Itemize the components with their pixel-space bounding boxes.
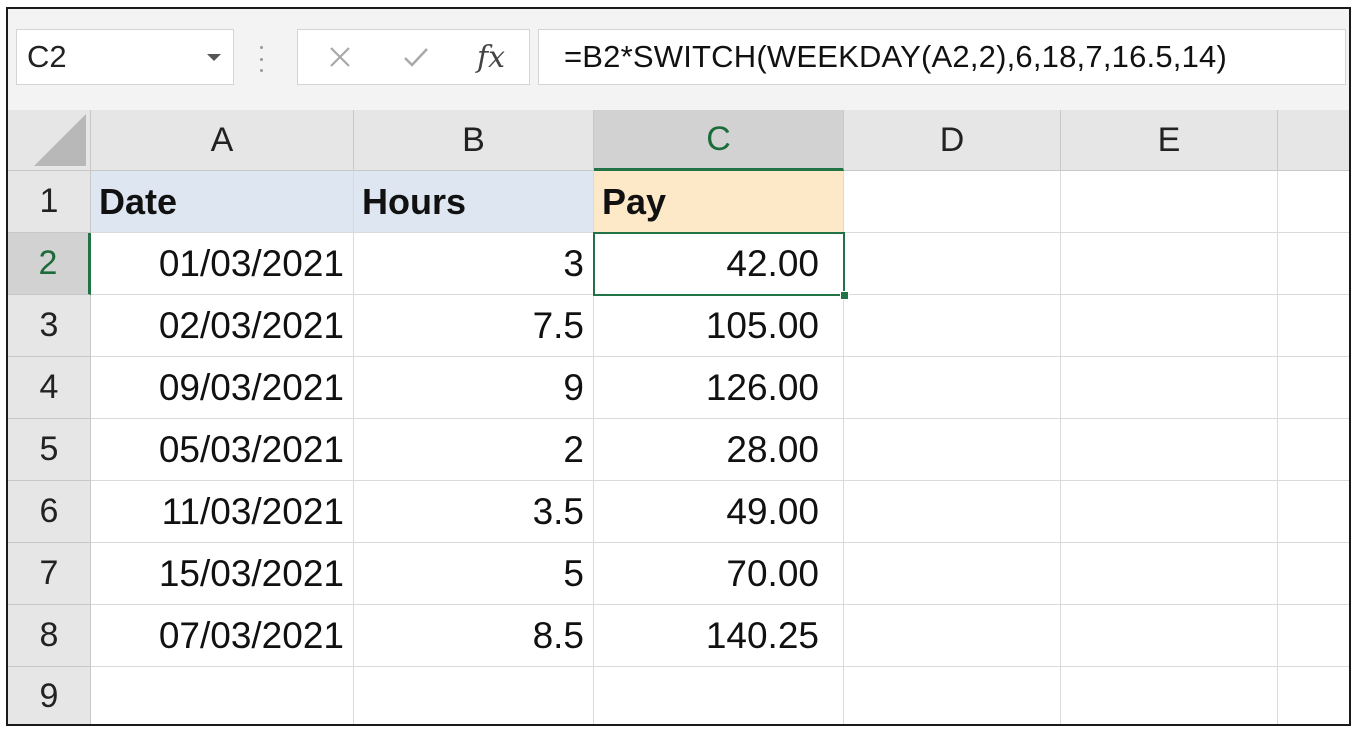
cell-e4[interactable] xyxy=(1061,357,1278,419)
row-header-5[interactable]: 5 xyxy=(8,419,91,481)
cell-a3[interactable]: 02/03/2021 xyxy=(91,295,354,357)
cell-f8[interactable] xyxy=(1278,605,1349,667)
column-header-e[interactable]: E xyxy=(1061,110,1278,171)
cell-f5[interactable] xyxy=(1278,419,1349,481)
cell-e7[interactable] xyxy=(1061,543,1278,605)
cell-a6[interactable]: 11/03/2021 xyxy=(91,481,354,543)
fx-icon: fx xyxy=(476,39,506,75)
cell-a5[interactable]: 05/03/2021 xyxy=(91,419,354,481)
column-header-c[interactable]: C xyxy=(594,110,844,171)
cell-a2[interactable]: 01/03/2021 xyxy=(91,233,354,295)
cell-a9[interactable] xyxy=(91,667,354,724)
cell-c5[interactable]: 28.00 xyxy=(594,419,844,481)
cell-b1[interactable]: Hours xyxy=(354,171,594,233)
cell-b8[interactable]: 8.5 xyxy=(354,605,594,667)
cell-a8[interactable]: 07/03/2021 xyxy=(91,605,354,667)
column-header-a[interactable]: A xyxy=(91,110,354,171)
cell-c8[interactable]: 140.25 xyxy=(594,605,844,667)
chevron-down-icon[interactable] xyxy=(207,53,221,61)
row-header-4[interactable]: 4 xyxy=(8,357,91,419)
cell-c9[interactable] xyxy=(594,667,844,724)
cell-d9[interactable] xyxy=(844,667,1061,724)
cell-b7[interactable]: 5 xyxy=(354,543,594,605)
cell-c1[interactable]: Pay xyxy=(594,171,844,233)
cell-e1[interactable] xyxy=(1061,171,1278,233)
cell-b9[interactable] xyxy=(354,667,594,724)
fill-handle[interactable] xyxy=(840,291,849,300)
drag-handle-icon[interactable] xyxy=(251,46,271,72)
cell-e5[interactable] xyxy=(1061,419,1278,481)
row-header-9[interactable]: 9 xyxy=(8,667,91,724)
formula-buttons: fx xyxy=(297,29,530,85)
cell-d4[interactable] xyxy=(844,357,1061,419)
cell-e3[interactable] xyxy=(1061,295,1278,357)
cell-a4[interactable]: 09/03/2021 xyxy=(91,357,354,419)
cell-b4[interactable]: 9 xyxy=(354,357,594,419)
name-box[interactable]: C2 xyxy=(16,29,234,85)
cell-f7[interactable] xyxy=(1278,543,1349,605)
cell-f6[interactable] xyxy=(1278,481,1349,543)
cell-b3[interactable]: 7.5 xyxy=(354,295,594,357)
cell-f2[interactable] xyxy=(1278,233,1349,295)
spreadsheet-window: C2 fx =B2*SWITCH(WEEKDAY(A2,2),6,18,7,1 xyxy=(6,7,1351,726)
cell-e2[interactable] xyxy=(1061,233,1278,295)
cell-d3[interactable] xyxy=(844,295,1061,357)
cell-e6[interactable] xyxy=(1061,481,1278,543)
column-header-d[interactable]: D xyxy=(844,110,1061,171)
cell-f3[interactable] xyxy=(1278,295,1349,357)
formula-bar: C2 fx =B2*SWITCH(WEEKDAY(A2,2),6,18,7,1 xyxy=(8,9,1349,110)
cell-c4[interactable]: 126.00 xyxy=(594,357,844,419)
close-icon[interactable] xyxy=(314,30,366,84)
cell-b5[interactable]: 2 xyxy=(354,419,594,481)
cell-e9[interactable] xyxy=(1061,667,1278,724)
row-header-7[interactable]: 7 xyxy=(8,543,91,605)
cell-a1[interactable]: Date xyxy=(91,171,354,233)
select-all-button[interactable] xyxy=(8,110,91,171)
cell-c2[interactable]: 42.00 xyxy=(594,233,844,295)
select-all-triangle-icon xyxy=(34,114,86,166)
cell-b2[interactable]: 3 xyxy=(354,233,594,295)
cell-d2[interactable] xyxy=(844,233,1061,295)
cell-c7[interactable]: 70.00 xyxy=(594,543,844,605)
row-header-2[interactable]: 2 xyxy=(8,233,91,295)
cell-d1[interactable] xyxy=(844,171,1061,233)
cell-b6[interactable]: 3.5 xyxy=(354,481,594,543)
row-header-8[interactable]: 8 xyxy=(8,605,91,667)
cell-d7[interactable] xyxy=(844,543,1061,605)
cell-f9[interactable] xyxy=(1278,667,1349,724)
insert-function-button[interactable]: fx xyxy=(462,30,520,84)
row-header-3[interactable]: 3 xyxy=(8,295,91,357)
formula-input[interactable]: =B2*SWITCH(WEEKDAY(A2,2),6,18,7,16.5,14) xyxy=(538,29,1346,85)
row-header-6[interactable]: 6 xyxy=(8,481,91,543)
cell-c3[interactable]: 105.00 xyxy=(594,295,844,357)
cell-f4[interactable] xyxy=(1278,357,1349,419)
row-header-1[interactable]: 1 xyxy=(8,171,91,233)
checkmark-icon[interactable] xyxy=(390,30,442,84)
formula-text: =B2*SWITCH(WEEKDAY(A2,2),6,18,7,16.5,14) xyxy=(564,39,1227,74)
column-header-b[interactable]: B xyxy=(354,110,594,171)
column-header-overflow[interactable] xyxy=(1278,110,1349,171)
cell-f1[interactable] xyxy=(1278,171,1349,233)
cell-a7[interactable]: 15/03/2021 xyxy=(91,543,354,605)
cell-d5[interactable] xyxy=(844,419,1061,481)
cell-d8[interactable] xyxy=(844,605,1061,667)
cell-d6[interactable] xyxy=(844,481,1061,543)
cell-e8[interactable] xyxy=(1061,605,1278,667)
name-box-value: C2 xyxy=(27,39,67,74)
cell-c6[interactable]: 49.00 xyxy=(594,481,844,543)
